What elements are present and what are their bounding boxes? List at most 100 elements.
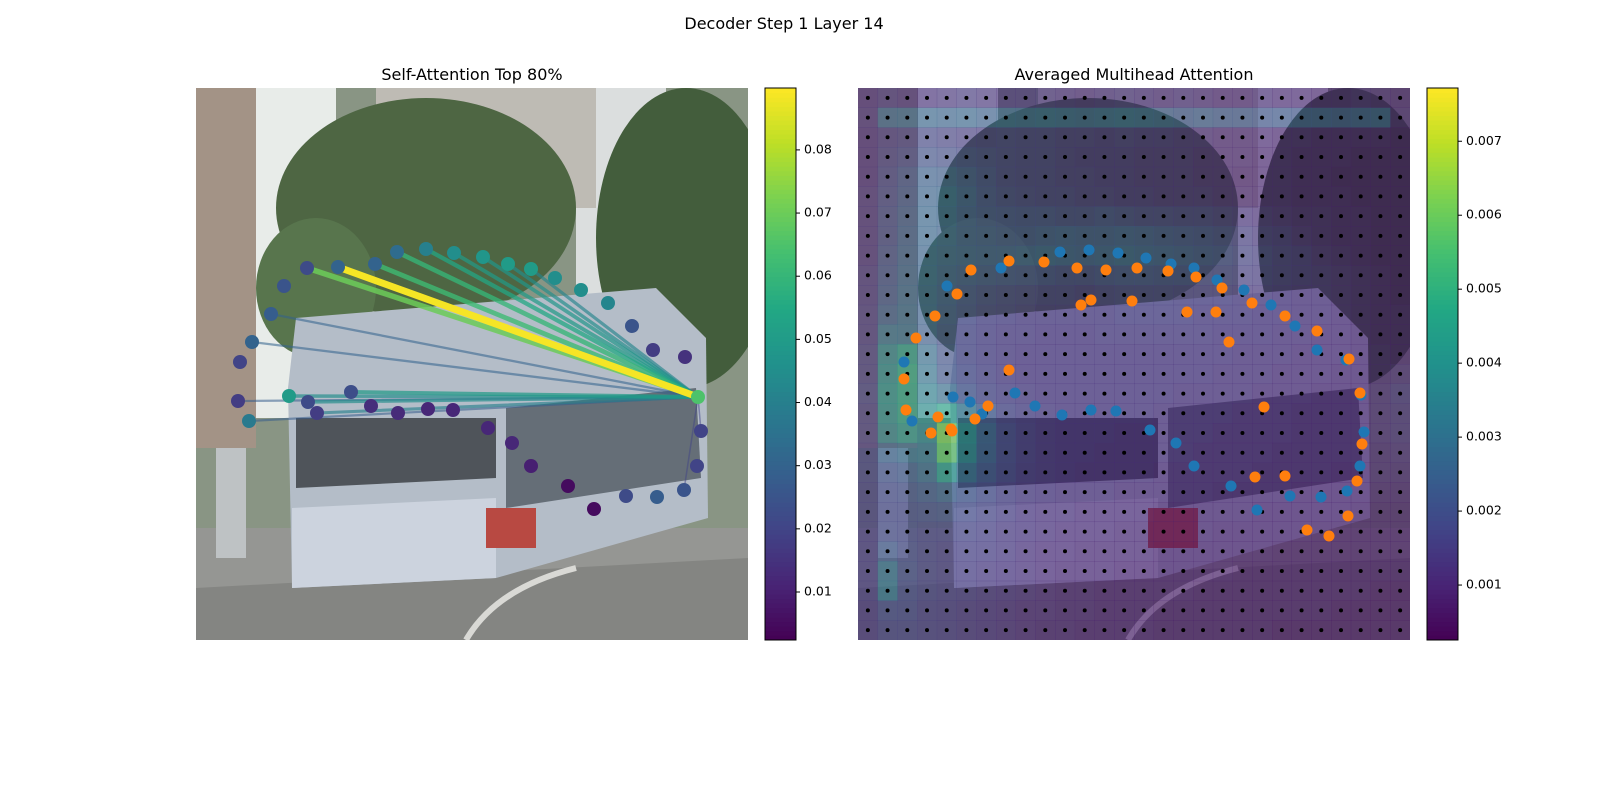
colorbar-fill [1427, 373, 1458, 379]
grid-dot [944, 332, 949, 337]
grid-dot [1161, 352, 1166, 357]
grid-dot [1043, 608, 1048, 613]
grid-dot [984, 450, 989, 455]
grid-dot [1122, 509, 1127, 514]
grid-dot [1003, 312, 1008, 317]
grid-dot [1063, 174, 1067, 179]
colorbar-fill [1427, 442, 1458, 448]
grid-dot [1260, 371, 1265, 376]
grid-dot [1141, 549, 1146, 554]
point [619, 489, 633, 503]
colorbar-fill [765, 267, 796, 273]
grid-dot [1358, 214, 1363, 219]
grid-dot [1260, 431, 1265, 435]
grid-dot [964, 509, 969, 514]
grid-dot [1082, 569, 1087, 573]
colorbar-fill [765, 414, 796, 420]
grid-dot [925, 293, 929, 297]
grid-dot [925, 332, 929, 337]
colorbar-fill [1427, 492, 1458, 498]
grid-dot [1319, 273, 1324, 278]
grid-dot [1398, 411, 1403, 416]
grid-dot [1023, 628, 1028, 633]
grid-dot [1220, 214, 1225, 219]
grid-dot [964, 628, 969, 633]
point [300, 261, 314, 275]
grid-dot [1201, 253, 1205, 258]
colorbar-fill [765, 299, 796, 305]
point [691, 390, 705, 404]
grid-dot [1023, 431, 1028, 435]
grid-dot [925, 450, 929, 455]
grid-dot [984, 194, 989, 199]
colorbar-tick-label: 0.004 [1466, 355, 1502, 370]
grid-dot [964, 273, 969, 278]
grid-dot [1043, 135, 1048, 140]
colorbar-fill [1427, 203, 1458, 209]
grid-dot [865, 470, 870, 475]
grid-dot [1201, 95, 1205, 100]
grid-dot [865, 371, 870, 376]
grid-dot [885, 293, 890, 297]
grid-dot [905, 95, 910, 100]
grid-dot [905, 312, 910, 317]
point [646, 343, 660, 357]
grid-dot [1063, 608, 1067, 613]
grid-dot [1299, 628, 1304, 633]
grid-dot [1161, 194, 1166, 199]
grid-dot [1378, 194, 1383, 199]
grid-dot [1161, 233, 1166, 238]
point [625, 319, 639, 333]
grid-dot [1201, 411, 1205, 416]
colorbar-fill [765, 571, 796, 577]
grid-dot [925, 628, 929, 633]
grid-dot [905, 549, 910, 554]
point [419, 242, 433, 256]
point [1190, 271, 1202, 283]
grid-dot [1358, 312, 1363, 317]
grid-dot [1043, 371, 1048, 376]
grid-dot [1063, 569, 1067, 573]
grid-dot [1260, 450, 1265, 455]
point [1354, 460, 1366, 472]
grid-dot [865, 155, 870, 159]
grid-dot [1378, 391, 1383, 396]
grid-dot [1063, 233, 1067, 238]
grid-dot [925, 214, 929, 219]
colorbar-fill [1427, 557, 1458, 563]
grid-dot [1122, 135, 1127, 140]
grid-dot [1023, 391, 1028, 396]
grid-dot [1003, 194, 1008, 199]
colorbar-fill [1427, 561, 1458, 567]
grid-dot [865, 588, 870, 593]
colorbar-fill [1427, 603, 1458, 609]
grid-dot [984, 608, 989, 613]
grid-dot [1220, 411, 1225, 416]
grid-dot [885, 549, 890, 554]
grid-dot [905, 490, 910, 495]
colorbar-tick-label: 0.02 [804, 520, 832, 535]
grid-dot [1161, 135, 1166, 140]
grid-dot [885, 569, 890, 573]
grid-dot [1023, 509, 1028, 514]
grid-dot [1043, 569, 1048, 573]
grid-dot [1181, 391, 1186, 396]
grid-dot [1122, 411, 1127, 416]
grid-dot [1339, 628, 1343, 633]
point [391, 406, 405, 420]
grid-dot [944, 628, 949, 633]
grid-dot [1279, 549, 1284, 554]
colorbar-fill [1427, 115, 1458, 121]
point [1029, 400, 1041, 412]
colorbar-fill [765, 377, 796, 383]
grid-dot [1141, 312, 1146, 317]
colorbar-tick-label: 0.08 [804, 141, 832, 156]
colorbar-fill [1427, 193, 1458, 199]
grid-dot [1319, 312, 1324, 317]
point [1279, 310, 1291, 322]
colorbar-fill [765, 419, 796, 425]
grid-dot [1122, 233, 1127, 238]
grid-dot [1122, 490, 1127, 495]
grid-dot [1082, 253, 1087, 258]
point [677, 483, 691, 497]
